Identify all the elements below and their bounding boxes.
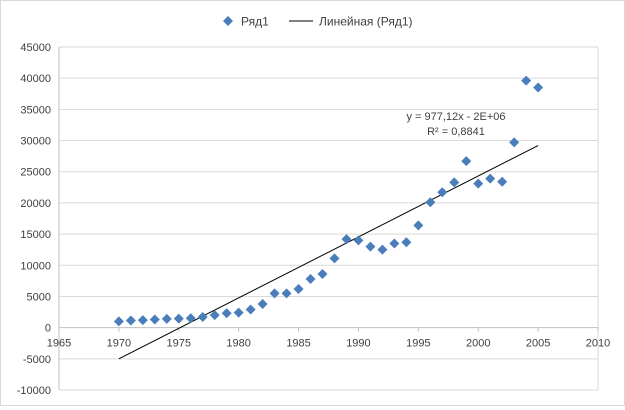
data-point-0-32 xyxy=(497,176,508,187)
data-point-0-5 xyxy=(173,313,184,324)
y-tick-label-10: 40000 xyxy=(20,73,51,85)
y-tick-label-11: 45000 xyxy=(20,42,51,54)
data-point-0-26 xyxy=(425,197,436,208)
legend: Ряд1 Линейная (Ряд1) xyxy=(223,15,413,29)
legend-marker-series-1 xyxy=(223,16,233,26)
trendline xyxy=(118,145,539,360)
trendline-equation: y = 977,12x - 2E+06 xyxy=(406,111,505,123)
data-point-0-6 xyxy=(185,313,196,324)
data-point-0-28 xyxy=(449,177,460,188)
data-point-0-27 xyxy=(437,187,448,198)
data-point-0-12 xyxy=(257,298,268,309)
trendline-group xyxy=(118,145,539,360)
data-point-0-11 xyxy=(245,304,256,315)
data-point-0-13 xyxy=(269,288,280,299)
x-tick-label-2: 1975 xyxy=(167,338,191,350)
y-tick-label-0: -10000 xyxy=(17,385,51,397)
data-point-0-7 xyxy=(197,312,208,323)
data-point-0-29 xyxy=(461,156,472,167)
data-point-0-33 xyxy=(509,137,520,148)
trendline-r-squared: R² = 0,8841 xyxy=(427,126,485,138)
data-point-0-21 xyxy=(365,241,376,252)
data-point-0-0 xyxy=(113,316,124,327)
x-tick-label-5: 1990 xyxy=(346,338,370,350)
data-point-0-22 xyxy=(377,244,388,255)
data-point-0-20 xyxy=(353,235,364,246)
data-point-0-31 xyxy=(485,173,496,184)
data-point-0-16 xyxy=(305,273,316,284)
y-tick-label-1: -5000 xyxy=(23,354,51,366)
y-tick-label-9: 35000 xyxy=(20,104,51,116)
x-tick-label-8: 2005 xyxy=(526,338,550,350)
data-point-0-2 xyxy=(137,315,148,326)
y-tick-label-4: 10000 xyxy=(20,260,51,272)
data-point-0-3 xyxy=(149,314,160,325)
tick-labels: -10000 -5000 0 5000 10000 15000 20000 25000 3000… xyxy=(17,42,611,397)
axes xyxy=(58,47,599,390)
data-point-0-25 xyxy=(413,220,424,231)
data-point-0-17 xyxy=(317,269,328,280)
x-tick-label-6: 1995 xyxy=(406,338,430,350)
data-point-0-9 xyxy=(221,308,232,319)
gridlines xyxy=(59,46,598,391)
y-tick-label-3: 5000 xyxy=(27,291,51,303)
x-tick-label-7: 2000 xyxy=(466,338,490,350)
y-tick-label-6: 20000 xyxy=(20,198,51,210)
data-point-0-24 xyxy=(401,237,412,248)
y-tick-label-5: 15000 xyxy=(20,229,51,241)
data-point-0-1 xyxy=(125,315,136,326)
x-tick-label-4: 1985 xyxy=(286,338,310,350)
x-tick-label-1: 1970 xyxy=(107,338,131,350)
data-point-0-10 xyxy=(233,307,244,318)
legend-label-trendline: Линейная (Ряд1) xyxy=(319,15,413,29)
y-tick-label-2: 0 xyxy=(45,323,51,335)
data-point-0-14 xyxy=(281,288,292,299)
data-point-0-35 xyxy=(533,82,544,93)
legend-label-series-1: Ряд1 xyxy=(241,15,269,29)
data-point-0-8 xyxy=(209,310,220,321)
data-point-0-23 xyxy=(389,238,400,249)
y-tick-label-7: 25000 xyxy=(20,167,51,179)
data-point-0-4 xyxy=(161,313,172,324)
x-tick-label-3: 1980 xyxy=(226,338,250,350)
data-point-0-19 xyxy=(341,234,352,245)
data-point-0-30 xyxy=(473,178,484,189)
data-point-0-18 xyxy=(329,253,340,264)
y-tick-label-8: 30000 xyxy=(20,136,51,148)
x-tick-label-9: 2010 xyxy=(586,338,610,350)
data-points xyxy=(113,75,544,327)
data-point-0-34 xyxy=(521,75,532,86)
trendline-annotation: y = 977,12x - 2E+06 R² = 0,8841 xyxy=(406,111,505,138)
x-tick-label-0: 1965 xyxy=(47,338,71,350)
data-point-0-15 xyxy=(293,283,304,294)
